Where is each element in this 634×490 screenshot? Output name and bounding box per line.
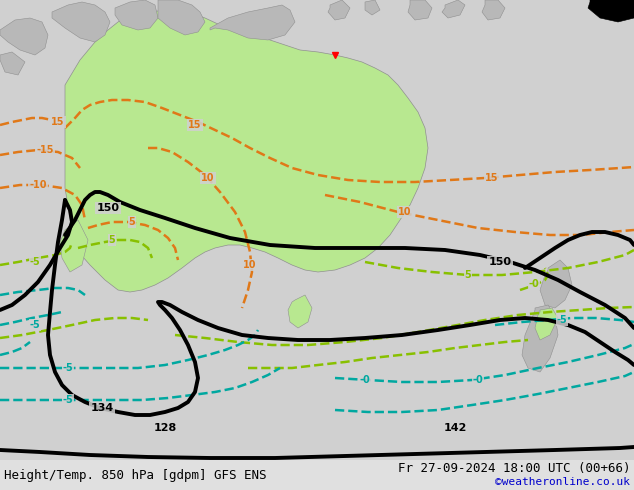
Text: 142: 142 <box>443 423 467 433</box>
Text: -5: -5 <box>557 315 567 325</box>
Polygon shape <box>442 0 465 18</box>
Polygon shape <box>588 0 634 22</box>
Polygon shape <box>288 295 312 328</box>
Polygon shape <box>540 260 572 308</box>
Polygon shape <box>328 0 350 20</box>
Text: 10: 10 <box>398 207 411 217</box>
Text: -5: -5 <box>30 320 41 330</box>
Text: 134: 134 <box>91 403 113 413</box>
Text: -10: -10 <box>29 180 47 190</box>
Bar <box>0 460 634 490</box>
Polygon shape <box>0 18 48 55</box>
Text: 5: 5 <box>465 270 471 280</box>
Text: 15: 15 <box>485 173 499 183</box>
Text: -0: -0 <box>472 375 483 385</box>
Polygon shape <box>210 5 295 40</box>
Text: 150: 150 <box>489 257 512 267</box>
Polygon shape <box>482 0 505 20</box>
Polygon shape <box>408 0 432 20</box>
Polygon shape <box>52 2 110 42</box>
Text: Fr 27-09-2024 18:00 UTC (00+66): Fr 27-09-2024 18:00 UTC (00+66) <box>398 462 630 474</box>
Text: -0: -0 <box>529 279 540 289</box>
Text: -15: -15 <box>36 145 54 155</box>
Text: 150: 150 <box>96 203 119 213</box>
Polygon shape <box>0 52 25 75</box>
Text: 15: 15 <box>51 117 65 127</box>
Polygon shape <box>365 0 380 15</box>
Text: 5: 5 <box>129 217 136 227</box>
Text: 10: 10 <box>201 173 215 183</box>
Text: -5: -5 <box>63 363 74 373</box>
Polygon shape <box>158 0 205 35</box>
Text: 5: 5 <box>108 235 115 245</box>
Text: 15: 15 <box>188 120 202 130</box>
Text: 10: 10 <box>243 260 257 270</box>
Polygon shape <box>115 0 158 30</box>
Text: ©weatheronline.co.uk: ©weatheronline.co.uk <box>495 477 630 487</box>
Text: -5: -5 <box>30 257 41 267</box>
Text: 128: 128 <box>153 423 177 433</box>
Polygon shape <box>65 10 428 292</box>
Polygon shape <box>60 220 88 272</box>
Polygon shape <box>522 305 558 372</box>
Text: Height/Temp. 850 hPa [gdpm] GFS ENS: Height/Temp. 850 hPa [gdpm] GFS ENS <box>4 468 266 482</box>
Text: -0: -0 <box>359 375 370 385</box>
Text: -5: -5 <box>63 395 74 405</box>
Polygon shape <box>535 308 558 340</box>
